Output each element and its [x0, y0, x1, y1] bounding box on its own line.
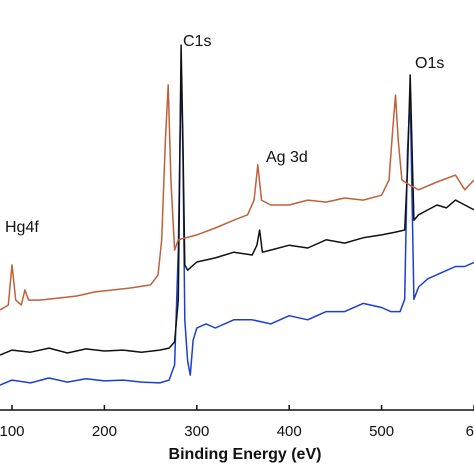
- annotation: Ag 3d: [266, 149, 308, 166]
- spectrum-line: [0, 44, 474, 356]
- spectrum-line: [0, 84, 474, 311]
- x-axis-label: Binding Energy (eV): [169, 446, 322, 463]
- spectrum-line: [0, 68, 474, 386]
- annotation: O1s: [415, 55, 444, 72]
- annotation: C1s: [183, 33, 211, 50]
- x-tick-label: 300: [184, 423, 209, 440]
- x-tick-label: 400: [277, 423, 302, 440]
- x-tick-label: 60: [466, 423, 474, 440]
- x-tick-label: 100: [0, 423, 25, 440]
- annotation: Hg4f: [5, 219, 39, 236]
- x-tick-label: 200: [92, 423, 117, 440]
- x-tick-label: 500: [369, 423, 394, 440]
